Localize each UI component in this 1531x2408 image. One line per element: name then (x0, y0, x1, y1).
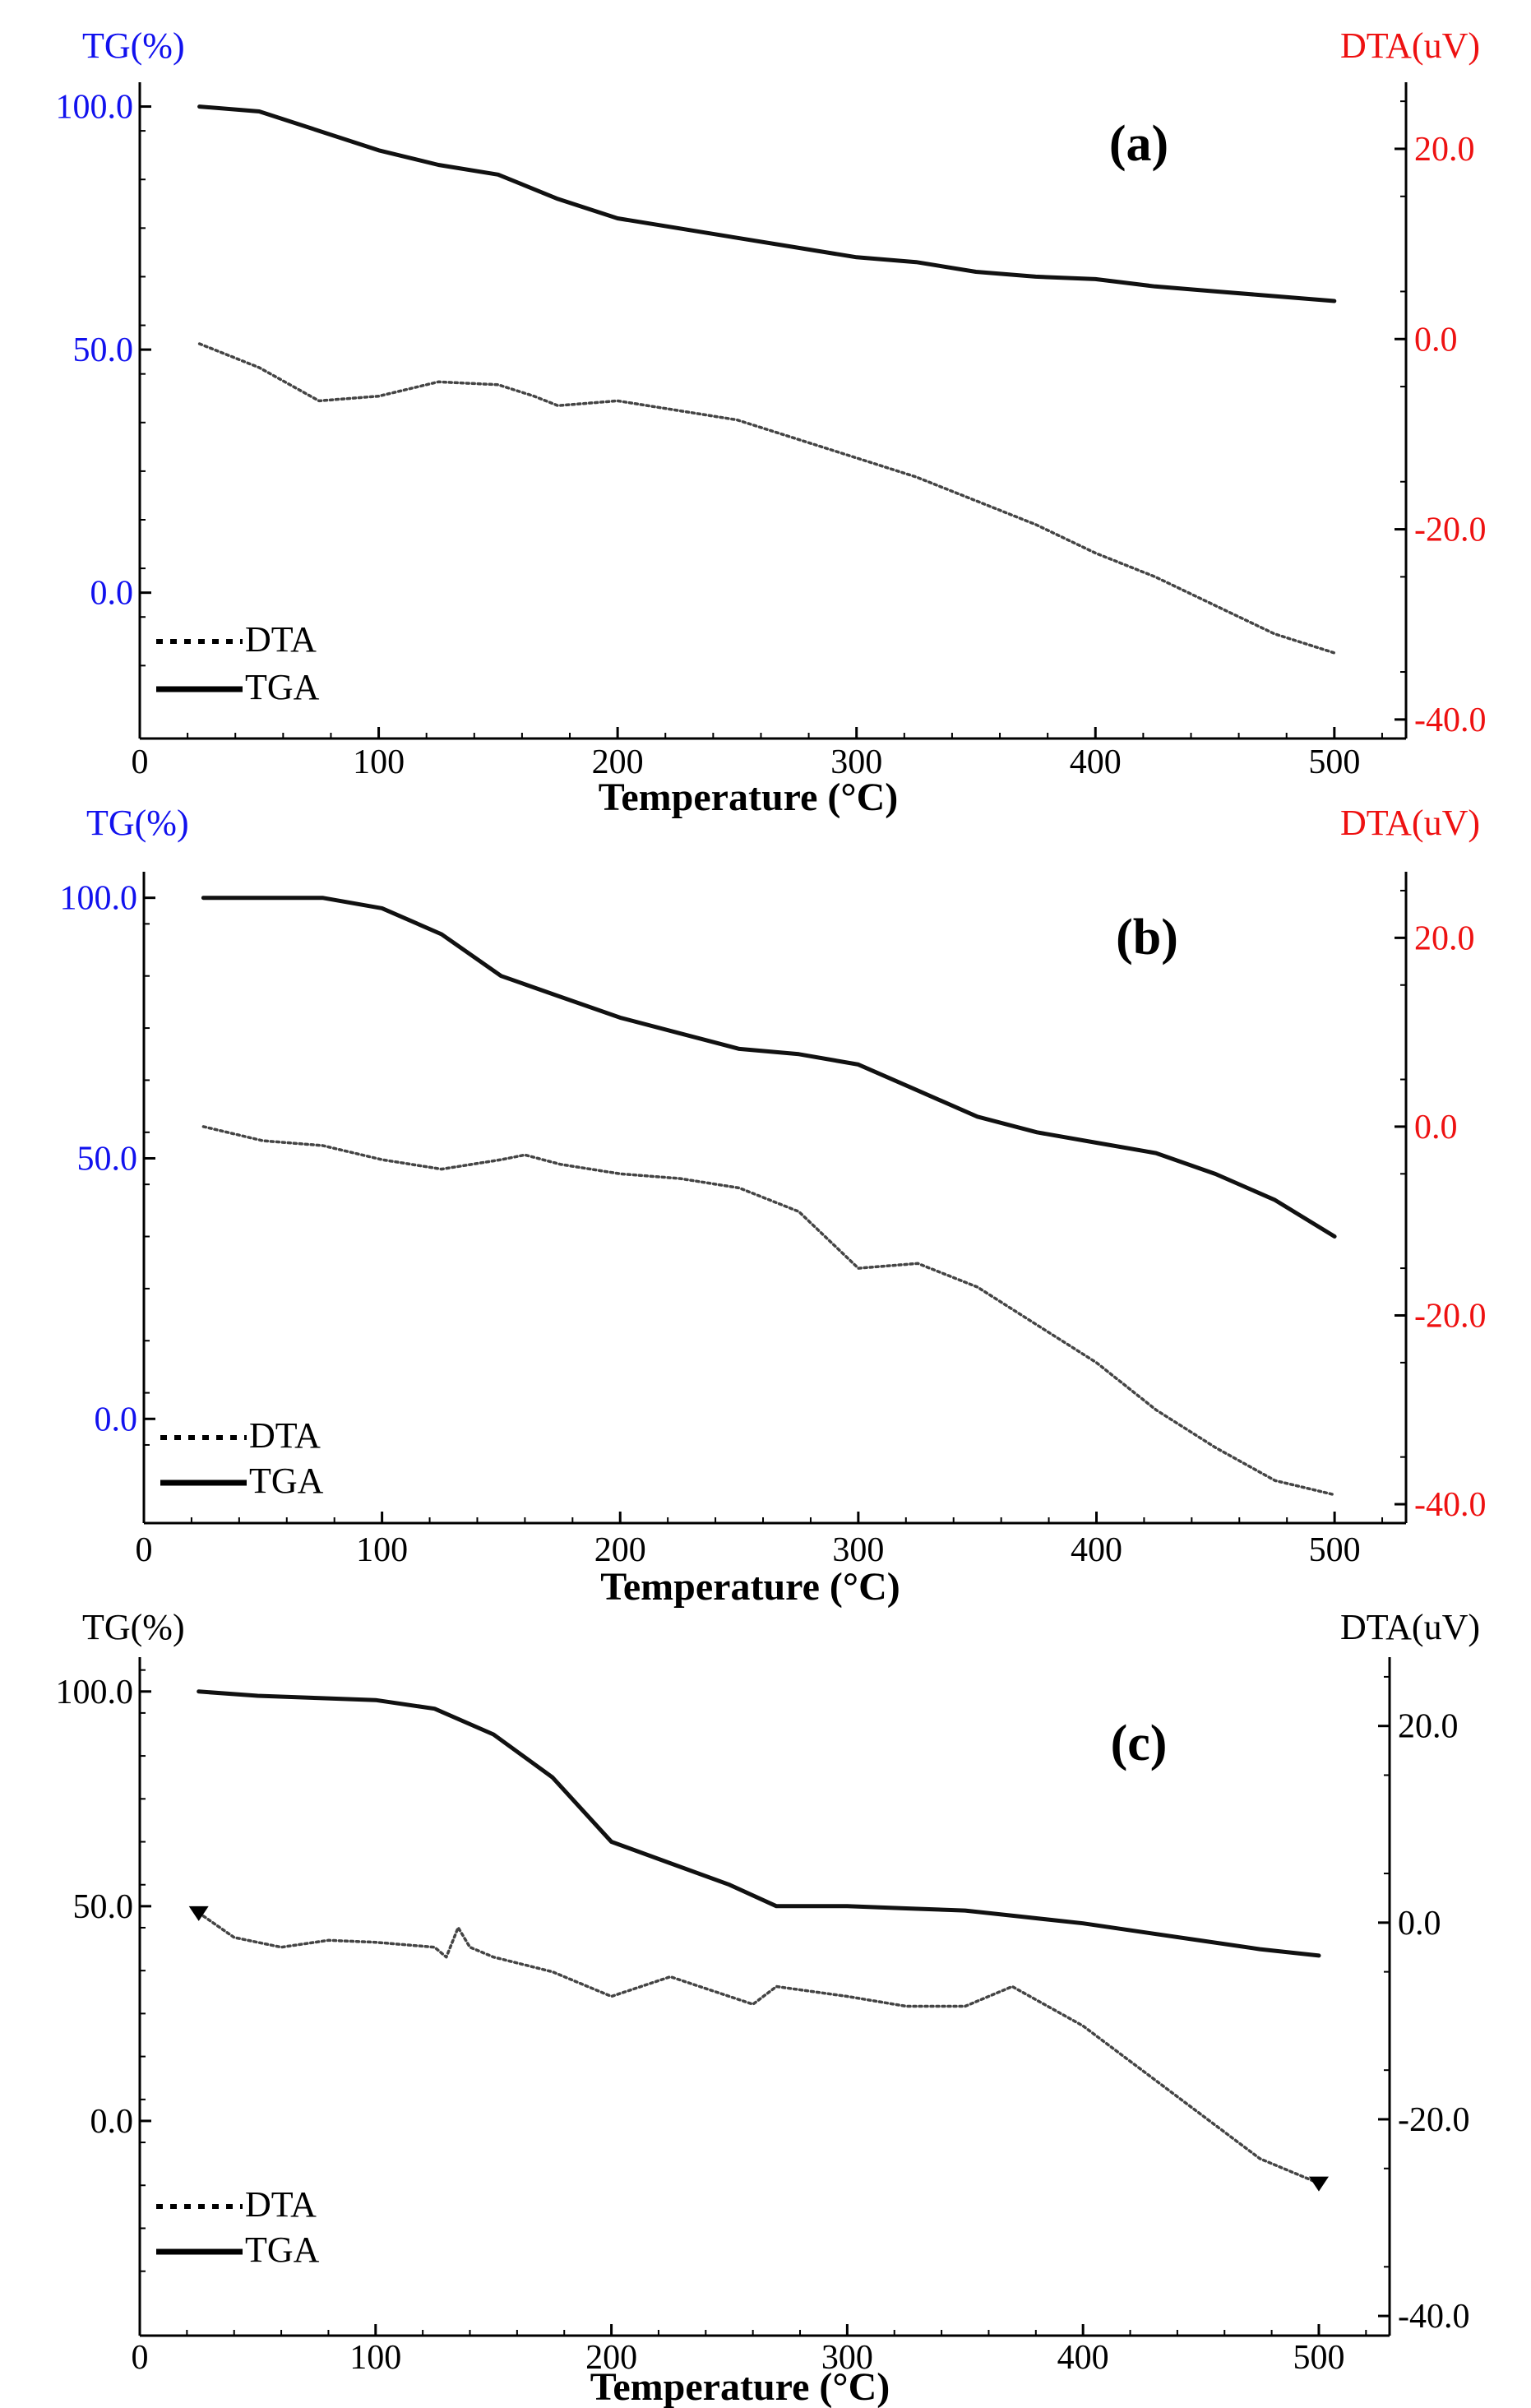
x-tick-label: 200 (585, 2339, 637, 2377)
y-right-tick-label: -40.0 (1398, 2298, 1470, 2336)
legend-label-dta: DTA (245, 619, 317, 660)
y-right-tick-label: 0.0 (1414, 321, 1458, 359)
y-right-tick-label: -40.0 (1414, 1486, 1487, 1524)
y-right-tick-label: 0.0 (1414, 1109, 1458, 1146)
series-line-tga (197, 104, 1337, 303)
panel-label: (c) (1111, 1716, 1168, 1771)
legend-label-tga: TGA (245, 667, 320, 707)
x-tick-label: 0 (132, 743, 149, 781)
x-tick-label: 500 (1308, 743, 1360, 781)
y-right-tick-label: 20.0 (1414, 919, 1475, 957)
x-tick-label: 300 (821, 2339, 873, 2377)
panel-label: (b) (1116, 910, 1178, 966)
x-axis-label: Temperature (°C) (600, 1565, 900, 1609)
x-tick-label: 400 (1057, 2339, 1109, 2377)
y-left-tick-label: 100.0 (56, 89, 134, 127)
x-tick-label: 0 (132, 2339, 149, 2377)
x-axis-label: Temperature (°C) (590, 2365, 890, 2408)
right-axis-title: DTA(uV) (1340, 1607, 1480, 1647)
chart-panel-a: 0 100 200 300 400 500 100.0 50.0 0.0 20.0 0.0 -20.0… (56, 25, 1487, 819)
dta-end-marker (1308, 2176, 1329, 2192)
left-axis-title: TG(%) (82, 25, 185, 66)
legend-label-dta: DTA (249, 1415, 321, 1456)
series-line-dta (201, 1125, 1336, 1497)
y-right-tick-label: -40.0 (1414, 702, 1487, 739)
left-axis-title: TG(%) (86, 803, 189, 843)
panel-label: (a) (1109, 116, 1168, 172)
x-tick-label: 100 (356, 1531, 408, 1569)
x-tick-label: 400 (1071, 1531, 1122, 1569)
series-line-dta (197, 342, 1336, 655)
right-axis-title: DTA(uV) (1340, 803, 1480, 843)
x-tick-label: 100 (353, 743, 405, 781)
legend-label-tga: TGA (249, 1461, 324, 1501)
x-tick-label: 400 (1070, 743, 1122, 781)
x-tick-label: 500 (1293, 2339, 1344, 2377)
x-tick-label: 200 (592, 743, 644, 781)
right-axis-title: DTA(uV) (1340, 25, 1480, 66)
series-line-tga (197, 1689, 1321, 1958)
y-left-tick-label: 0.0 (95, 1401, 138, 1438)
legend-label-dta: DTA (245, 2184, 317, 2225)
y-left-tick-label: 0.0 (90, 2103, 134, 2141)
y-right-tick-label: 20.0 (1398, 1708, 1459, 1746)
x-tick-label: 0 (136, 1531, 153, 1569)
chart-panel-c: 0 100 200 300 400 500 100.0 50.0 0.0 20.0 0.0 -20.0… (56, 1607, 1481, 2408)
x-tick-label: 100 (349, 2339, 401, 2377)
chart-panel-b: 0 100 200 300 400 500 100.0 50.0 0.0 20.0 0.0 -20.0… (60, 803, 1487, 1609)
y-left-tick-label: 50.0 (73, 1888, 134, 1926)
y-left-tick-label: 50.0 (73, 331, 134, 369)
y-right-tick-label: -20.0 (1414, 1297, 1487, 1335)
y-left-tick-label: 100.0 (60, 880, 138, 918)
legend-label-tga: TGA (245, 2230, 320, 2270)
y-right-tick-label: -20.0 (1398, 2101, 1470, 2139)
x-axis-label: Temperature (°C) (599, 776, 898, 819)
x-tick-label: 500 (1309, 1531, 1361, 1569)
x-tick-label: 300 (830, 743, 882, 781)
left-axis-title: TG(%) (82, 1607, 185, 1647)
y-left-tick-label: 0.0 (90, 575, 134, 613)
y-right-tick-label: 0.0 (1398, 1905, 1441, 1943)
x-tick-label: 200 (594, 1531, 646, 1569)
y-right-tick-label: -20.0 (1414, 512, 1487, 549)
x-tick-label: 300 (832, 1531, 884, 1569)
dta-end-marker (188, 1906, 209, 1921)
y-left-tick-label: 50.0 (77, 1140, 138, 1178)
y-left-tick-label: 100.0 (56, 1674, 134, 1711)
series-line-dta (197, 1911, 1321, 2185)
series-line-tga (201, 896, 1337, 1239)
y-right-tick-label: 20.0 (1414, 131, 1475, 169)
